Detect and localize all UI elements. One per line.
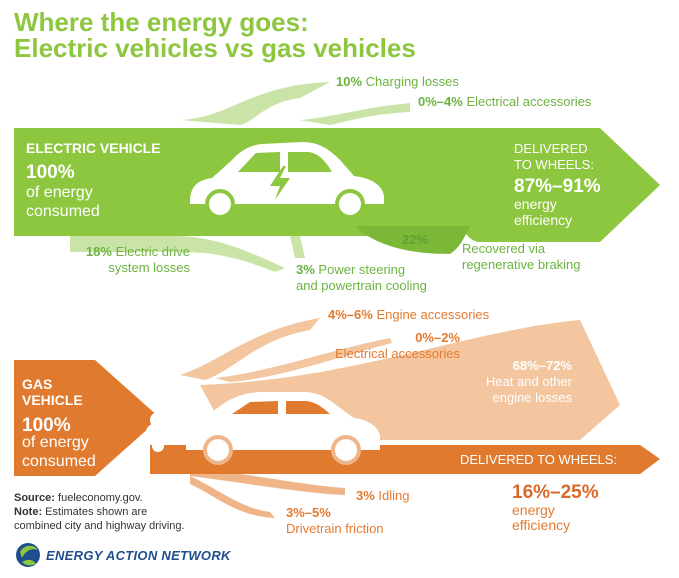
ev-delivered-line2: TO WHEELS: [514, 157, 594, 172]
ev-electrical-accessories-pct: 0%–4% [418, 94, 463, 109]
gas-electrical-accessories: 0%–2% Electrical accessories [330, 330, 460, 362]
gas-idling-stream [190, 468, 345, 495]
note-line2: combined city and highway driving. [14, 520, 185, 532]
electric-car-icon [190, 142, 384, 219]
ev-consumed-line1: of energy [26, 184, 93, 201]
ev-electrical-accessories: 0%–4% Electrical accessories [418, 94, 591, 109]
ev-consumed-pct: 100% [26, 162, 75, 183]
gas-electrical-accessories-pct: 0%–2% [415, 330, 460, 345]
gas-heat-loss-line1: Heat and other [485, 374, 572, 389]
ev-consumed-line2: consumed [26, 203, 100, 220]
gas-consumed-label: of energy consumed [22, 433, 96, 471]
ev-steering-loss-stream [290, 236, 305, 258]
note-line1: Estimates shown are [45, 506, 148, 518]
gas-drivetrain-label: Drivetrain friction [286, 521, 384, 536]
ev-regen-stream [355, 226, 470, 254]
logo-text: ENERGY ACTION NETWORK [46, 548, 231, 563]
gas-delivered-band [150, 445, 660, 474]
gas-engine-accessories-pct: 4%–6% [328, 307, 373, 322]
gas-electrical-accessories-stream [215, 338, 392, 382]
ev-charging-loss-stream [180, 82, 330, 125]
ev-steering-loss: 3% Power steering and powertrain cooling [296, 262, 427, 294]
ev-charging-loss-pct: 10% [336, 74, 363, 89]
ev-efficiency-label: energy efficiency [514, 196, 572, 228]
ev-electrical-accessories-label: Electrical accessories [466, 94, 592, 109]
globe-leaf-icon [16, 543, 40, 567]
ev-delivered-label: DELIVERED TO WHEELS: [514, 141, 594, 173]
ev-drive-loss-stream [70, 236, 285, 272]
ev-charging-loss: 10% Charging losses [336, 74, 459, 89]
gas-consumed-line2: consumed [22, 453, 96, 470]
gas-drivetrain-pct: 3%–5% [286, 505, 331, 520]
gas-heat-loss: 68%–72% Heat and other engine losses [450, 358, 572, 406]
gas-idling-pct: 3% [356, 488, 375, 503]
gas-efficiency-line2: efficiency [512, 517, 571, 533]
ev-regen-pct: 22% [402, 232, 429, 247]
exhaust-smoke-icon [146, 407, 176, 452]
gas-drivetrain-stream [190, 476, 275, 518]
ev-electrical-accessories-stream [300, 103, 410, 125]
page-title-line1: Where the energy goes: [14, 7, 309, 37]
gas-car-icon [186, 392, 380, 465]
ev-steering-loss-line2: and powertrain cooling [296, 278, 427, 293]
source-label: Source: [14, 492, 55, 504]
gas-engine-accessories: 4%–6% Engine accessories [328, 307, 489, 322]
gas-heat-loss-pct: 68%–72% [512, 358, 572, 373]
ev-regen-line1: Recovered via [462, 241, 546, 256]
gas-efficiency-line1: energy [512, 502, 555, 518]
gas-efficiency-label: energy efficiency [512, 503, 570, 533]
note-label: Note: [14, 506, 43, 518]
gas-label-line1: GAS [22, 376, 53, 392]
ev-regen-label: Recovered via regenerative braking [462, 241, 581, 273]
lightning-bolt-icon [270, 166, 290, 200]
gas-engine-accessories-label: Engine accessories [376, 307, 490, 322]
ev-efficiency-line1: energy [514, 196, 557, 212]
gas-efficiency-pct: 16%–25% [512, 482, 599, 503]
gas-engine-accessories-stream [180, 318, 320, 380]
gas-delivered-label: DELIVERED TO WHEELS: [460, 452, 618, 467]
ev-drive-loss-pct: 18% [85, 244, 112, 259]
ev-steering-loss-pct: 3% [296, 262, 315, 277]
gas-idling-label: Idling [378, 488, 410, 503]
footer-notes: Source: fueleconomy.gov. Note: Estimates… [14, 491, 185, 533]
gas-heat-loss-line2: engine losses [492, 390, 573, 405]
gas-electrical-accessories-label: Electrical accessories [335, 346, 460, 361]
gas-main-band [14, 360, 160, 476]
gas-idling: 3% Idling [356, 488, 410, 503]
page-title-line2: Electric vehicles vs gas vehicles [14, 33, 416, 63]
gas-consumed-pct: 100% [22, 415, 71, 436]
gas-label: GAS VEHICLE [22, 376, 83, 408]
ev-steering-loss-line1: Power steering [318, 262, 406, 277]
ev-drive-loss-line1: Electric drive [115, 244, 190, 259]
ev-regen-line2: regenerative braking [462, 257, 581, 272]
ev-label: ELECTRIC VEHICLE [26, 140, 161, 156]
ev-drive-loss-line2: system losses [108, 260, 190, 275]
gas-label-line2: VEHICLE [22, 392, 83, 408]
ev-drive-loss: 18% Electric drive system losses [40, 244, 190, 276]
gas-consumed-line1: of energy [22, 434, 89, 451]
ev-efficiency-pct: 87%–91% [514, 176, 601, 197]
ev-consumed-label: of energy consumed [26, 183, 100, 221]
ev-efficiency-line2: efficiency [514, 212, 573, 228]
ev-delivered-line1: DELIVERED [514, 141, 588, 156]
ev-charging-loss-label: Charging losses [365, 74, 459, 89]
gas-drivetrain: 3%–5% Drivetrain friction [286, 505, 384, 537]
source-text: fueleconomy.gov. [58, 492, 143, 504]
